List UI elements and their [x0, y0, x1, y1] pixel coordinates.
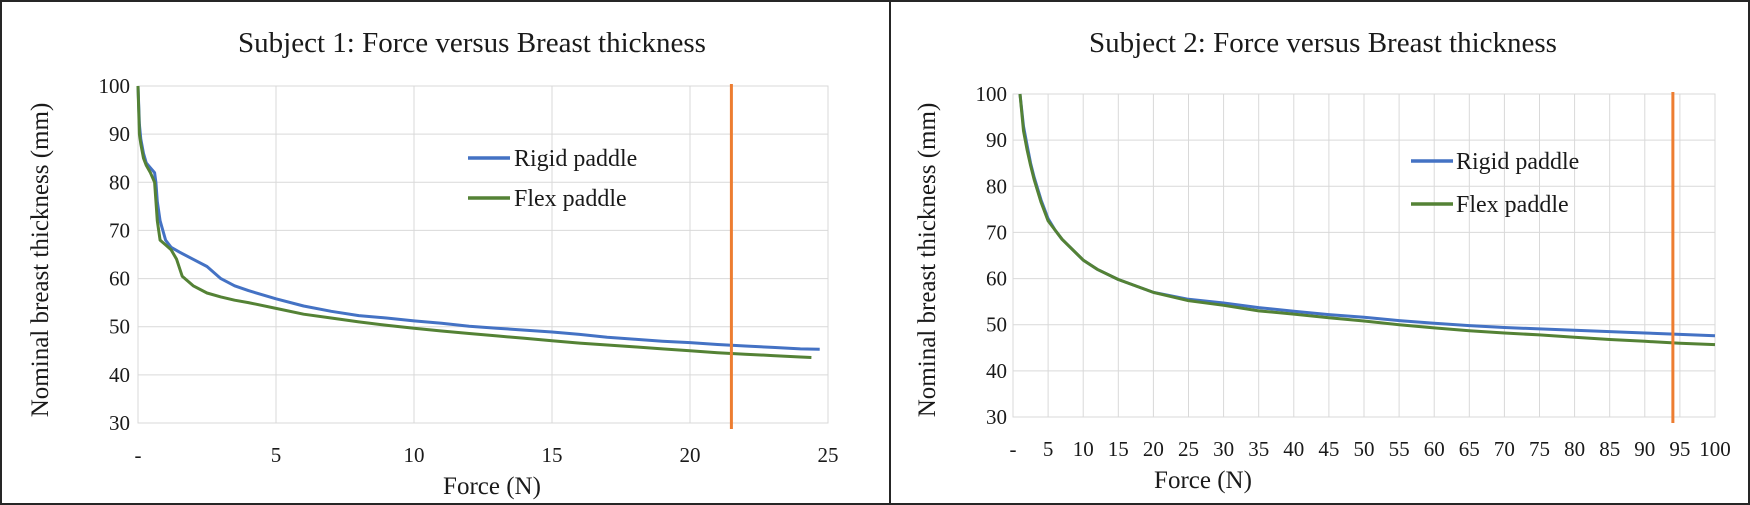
x-tick-label: 10 [404, 443, 425, 467]
series-line-rigid-paddle [1018, 93, 1716, 338]
legend: Rigid paddle Flex paddle [1411, 149, 1579, 218]
x-tick-label: 65 [1459, 437, 1480, 461]
chart-panel-subject-2: Subject 2: Force versus Breast thickness… [889, 0, 1750, 505]
y-tick-label: 100 [976, 82, 1008, 106]
plot-area-border [137, 85, 829, 424]
x-tick-label: 20 [680, 443, 701, 467]
series-group [136, 85, 820, 359]
legend-label-rigid-paddle: Rigid paddle [514, 146, 637, 172]
x-tick-label: 15 [542, 443, 563, 467]
y-tick-label: 50 [109, 315, 130, 339]
x-tick-label: 25 [1178, 437, 1199, 461]
chart-svg-subject-2: Subject 2: Force versus Breast thickness… [914, 27, 1731, 494]
x-tick-label: 100 [1699, 437, 1731, 461]
x-tick-label: 95 [1669, 437, 1690, 461]
x-axis-label: Force (N) [443, 473, 541, 500]
x-tick-label: 15 [1108, 437, 1129, 461]
y-tick-label: 80 [109, 170, 130, 194]
x-tick-label: 90 [1634, 437, 1655, 461]
x-tick-label: 45 [1318, 437, 1339, 461]
y-tick-label: 90 [109, 122, 130, 146]
x-tick-label: 60 [1424, 437, 1445, 461]
gridlines [137, 85, 829, 424]
y-tick-label: 60 [986, 267, 1007, 291]
y-tick-label: 90 [986, 128, 1007, 152]
x-tick-label: - [135, 443, 142, 467]
x-tick-label: 80 [1564, 437, 1585, 461]
x-tick-labels: - 5 10 15 20 25 30 35 40 45 50 55 60 65 70 75 80 85 90 95 10… [1010, 437, 1731, 461]
series-line-flex-paddle [136, 85, 812, 359]
chart-title: Subject 2: Force versus Breast thickness [1089, 27, 1557, 59]
x-tick-label: 5 [1043, 437, 1054, 461]
y-tick-label: 30 [986, 405, 1007, 429]
legend-label-flex-paddle: Flex paddle [514, 186, 627, 212]
x-axis-label: Force (N) [1154, 467, 1252, 494]
y-axis-label: Nominal breast thickness (mm) [914, 103, 941, 418]
legend-label-rigid-paddle: Rigid paddle [1456, 149, 1579, 175]
y-tick-label: 80 [986, 174, 1007, 198]
series-line-flex-paddle [1018, 93, 1716, 347]
legend-label-flex-paddle: Flex paddle [1456, 192, 1569, 218]
chart-panel-subject-1: Subject 1: Force versus Breast thickness… [0, 0, 891, 505]
x-tick-label: 25 [818, 443, 839, 467]
y-axis-label: Nominal breast thickness (mm) [27, 103, 54, 418]
series-line-rigid-paddle [136, 85, 820, 351]
y-tick-label: 70 [109, 218, 130, 242]
x-tick-label: 35 [1248, 437, 1269, 461]
y-tick-label: 30 [109, 411, 130, 435]
x-tick-label: 5 [271, 443, 282, 467]
plot-area-border [1012, 93, 1716, 418]
x-tick-label: 30 [1213, 437, 1234, 461]
x-tick-label: 85 [1599, 437, 1620, 461]
y-tick-label: 40 [986, 359, 1007, 383]
y-tick-label: 50 [986, 313, 1007, 337]
plot-area [137, 85, 829, 424]
x-tick-label: 20 [1143, 437, 1164, 461]
x-tick-label: 40 [1283, 437, 1304, 461]
x-tick-label: 50 [1354, 437, 1375, 461]
series-group [1018, 93, 1716, 347]
gridlines [1012, 93, 1716, 418]
y-tick-label: 100 [99, 74, 131, 98]
x-tick-label: 10 [1073, 437, 1094, 461]
y-tick-label: 60 [109, 267, 130, 291]
y-tick-labels: 30 40 50 60 70 80 90 100 [976, 82, 1008, 429]
y-tick-labels: 30 40 50 60 70 80 90 100 [99, 74, 131, 435]
x-tick-label: 55 [1389, 437, 1410, 461]
y-tick-label: 40 [109, 363, 130, 387]
plot-area [1012, 93, 1716, 418]
chart-title: Subject 1: Force versus Breast thickness [238, 27, 706, 59]
x-tick-label: - [1010, 437, 1017, 461]
y-tick-label: 70 [986, 220, 1007, 244]
x-tick-label: 70 [1494, 437, 1515, 461]
chart-svg-subject-1: Subject 1: Force versus Breast thickness… [27, 27, 839, 500]
x-tick-labels: - 5 10 15 20 25 [135, 443, 839, 467]
legend: Rigid paddle Flex paddle [468, 146, 637, 212]
x-tick-label: 75 [1529, 437, 1550, 461]
